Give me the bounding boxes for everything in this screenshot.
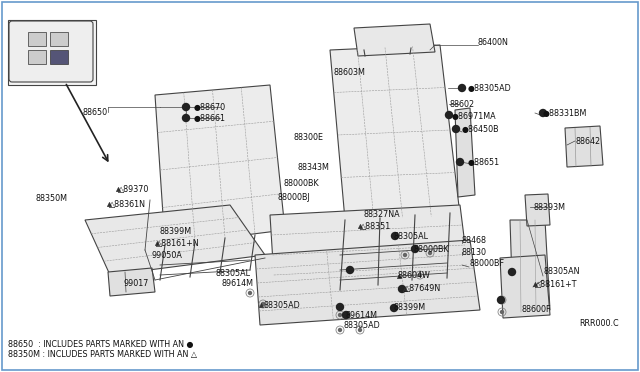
Text: 88000BK: 88000BK xyxy=(413,244,449,253)
Circle shape xyxy=(339,314,342,317)
Circle shape xyxy=(497,296,504,304)
Circle shape xyxy=(342,311,349,318)
Text: 88604W: 88604W xyxy=(397,272,430,280)
Text: 88350M : INCLUDES PARTS MARKED WITH AN △: 88350M : INCLUDES PARTS MARKED WITH AN △ xyxy=(8,350,197,359)
Circle shape xyxy=(392,232,399,240)
Text: 88327NA: 88327NA xyxy=(364,209,401,218)
Circle shape xyxy=(262,302,264,305)
Text: 88343M: 88343M xyxy=(298,163,330,171)
Text: △87649N: △87649N xyxy=(404,285,441,294)
Bar xyxy=(50,50,68,64)
Circle shape xyxy=(419,273,422,276)
Text: 88650: 88650 xyxy=(83,108,108,116)
Text: 88642: 88642 xyxy=(575,137,600,145)
Text: 88305AD: 88305AD xyxy=(263,301,300,310)
Text: △88361N: △88361N xyxy=(109,199,146,208)
Text: 88305AL: 88305AL xyxy=(215,269,250,278)
Polygon shape xyxy=(330,45,460,220)
Circle shape xyxy=(500,298,504,301)
Text: 88650  : INCLUDES PARTS MARKED WITH AN ●: 88650 : INCLUDES PARTS MARKED WITH AN ● xyxy=(8,340,193,349)
Text: 88000BK: 88000BK xyxy=(284,179,319,187)
Text: △88161+N: △88161+N xyxy=(156,238,200,247)
Circle shape xyxy=(452,125,460,132)
Text: 88305AD: 88305AD xyxy=(344,321,381,330)
Text: 88399M: 88399M xyxy=(160,227,192,235)
Text: ●88661: ●88661 xyxy=(194,113,226,122)
Text: 88602: 88602 xyxy=(449,99,474,109)
Text: 99017: 99017 xyxy=(123,279,148,289)
Text: 88468: 88468 xyxy=(462,235,487,244)
Text: ●86971MA: ●86971MA xyxy=(452,112,497,121)
Text: 89614M: 89614M xyxy=(222,279,254,289)
Circle shape xyxy=(500,311,504,314)
Text: 88393M: 88393M xyxy=(533,202,565,212)
Circle shape xyxy=(346,266,353,273)
Circle shape xyxy=(248,292,252,295)
Polygon shape xyxy=(354,24,435,56)
Text: ●88670: ●88670 xyxy=(194,103,226,112)
Text: 88603M: 88603M xyxy=(334,67,366,77)
Text: △88351: △88351 xyxy=(360,221,391,231)
Text: 89614M: 89614M xyxy=(345,311,377,320)
FancyBboxPatch shape xyxy=(9,21,93,82)
Text: ●88305AD: ●88305AD xyxy=(468,83,512,93)
Circle shape xyxy=(412,246,419,253)
Bar xyxy=(28,32,46,46)
Text: 88600F: 88600F xyxy=(521,305,550,314)
Circle shape xyxy=(403,253,406,257)
Circle shape xyxy=(182,103,189,110)
Circle shape xyxy=(540,109,547,116)
Text: 99050A: 99050A xyxy=(152,250,183,260)
Polygon shape xyxy=(525,194,550,226)
Circle shape xyxy=(358,328,362,331)
Text: ●86450B: ●86450B xyxy=(462,125,500,134)
Text: 88300E: 88300E xyxy=(293,132,323,141)
Text: 86400N: 86400N xyxy=(478,38,509,46)
Text: 88000BJ: 88000BJ xyxy=(277,192,310,202)
Polygon shape xyxy=(155,85,285,245)
Text: RRR000.C: RRR000.C xyxy=(579,318,619,327)
Circle shape xyxy=(339,328,342,331)
Polygon shape xyxy=(108,268,155,296)
Circle shape xyxy=(429,251,431,254)
Polygon shape xyxy=(85,205,265,275)
Polygon shape xyxy=(455,108,475,197)
Circle shape xyxy=(445,112,452,119)
Text: 88305AL: 88305AL xyxy=(394,231,429,241)
Polygon shape xyxy=(270,205,470,295)
Bar xyxy=(8,20,96,85)
Circle shape xyxy=(509,269,515,276)
Circle shape xyxy=(399,285,406,292)
Text: 88305AN: 88305AN xyxy=(543,267,579,276)
Text: 88399M: 88399M xyxy=(393,304,425,312)
Circle shape xyxy=(456,158,463,166)
Text: ●88331BM: ●88331BM xyxy=(543,109,588,118)
Text: 88350M: 88350M xyxy=(36,193,68,202)
Text: △88161+T: △88161+T xyxy=(535,279,577,289)
Text: ●88651: ●88651 xyxy=(468,157,500,167)
Text: 88130: 88130 xyxy=(462,247,487,257)
Polygon shape xyxy=(500,255,550,318)
Polygon shape xyxy=(510,220,550,312)
Circle shape xyxy=(390,305,397,311)
Polygon shape xyxy=(565,126,603,167)
Circle shape xyxy=(458,84,465,92)
Circle shape xyxy=(182,115,189,122)
Text: △89370: △89370 xyxy=(118,185,149,193)
Bar xyxy=(50,32,68,46)
Text: 88000BF: 88000BF xyxy=(469,260,504,269)
Polygon shape xyxy=(255,240,480,325)
Bar xyxy=(28,50,46,64)
Circle shape xyxy=(337,304,344,311)
